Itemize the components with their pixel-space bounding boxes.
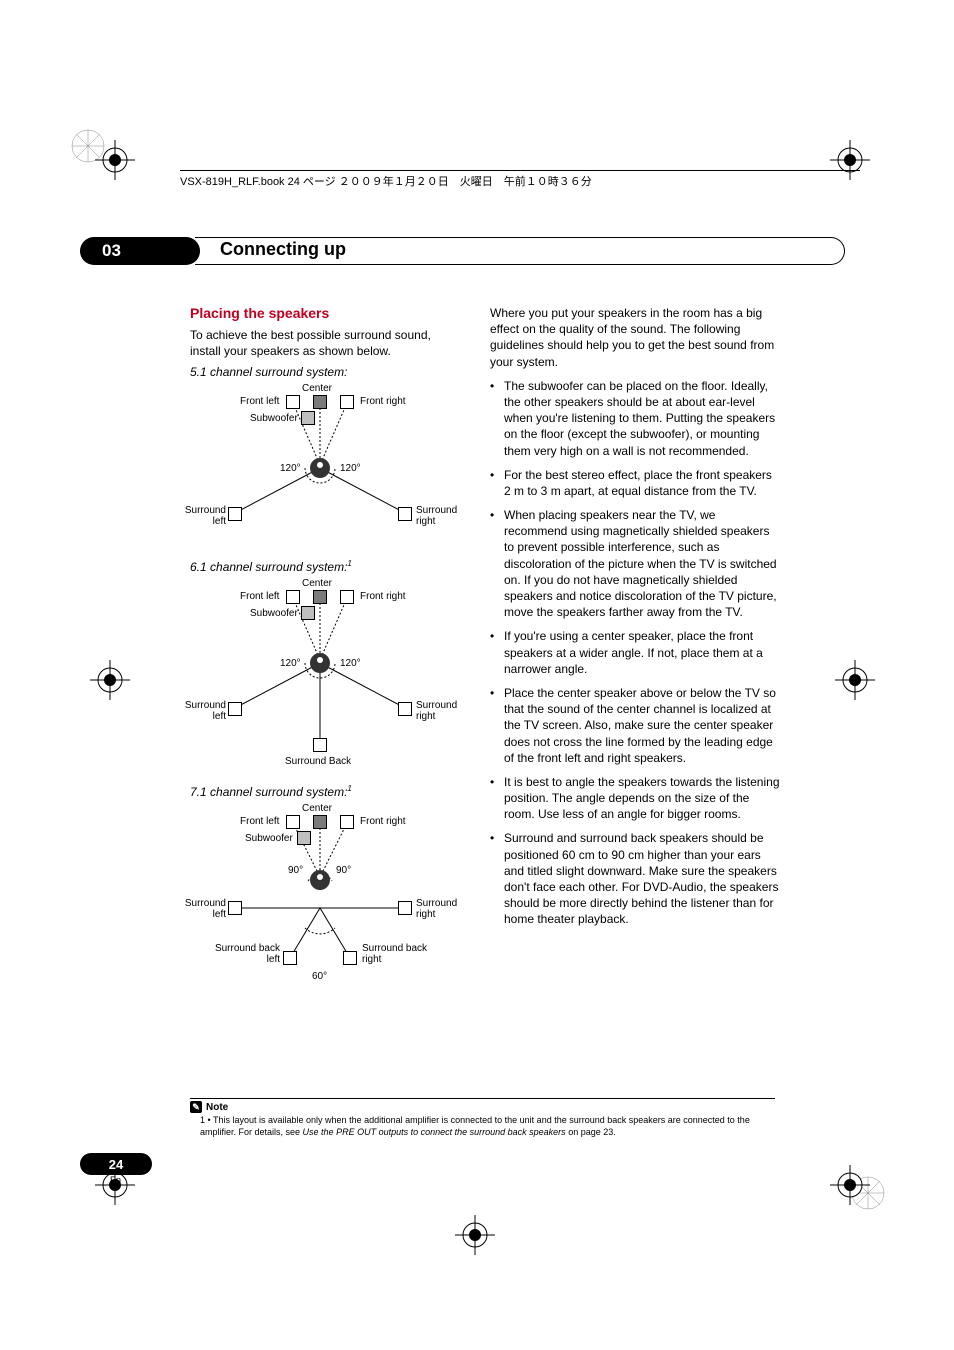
crop-mark [95, 140, 135, 180]
list-item: When placing speakers near the TV, we re… [490, 507, 780, 620]
label-fl: Front left [240, 816, 279, 827]
label-fr: Front right [360, 591, 406, 602]
section-heading: Placing the speakers [190, 305, 460, 321]
system-71-label: 7.1 channel surround system:1 [190, 784, 460, 799]
label-sbr: Surround backright [362, 943, 427, 965]
chapter-bar: 03 Connecting up [80, 237, 770, 265]
label-sl: Surroundleft [182, 898, 226, 920]
page-badge: 24 En [80, 1153, 180, 1183]
speaker-fr [340, 590, 354, 604]
speaker-fr [340, 395, 354, 409]
speaker-sr [398, 507, 412, 521]
speaker-sub [301, 411, 315, 425]
label-120l: 120° [280, 463, 301, 474]
speaker-center [313, 815, 327, 829]
note-label: Note [206, 1102, 228, 1113]
note-text: 1 • This layout is available only when t… [190, 1115, 775, 1138]
list-item: If you're using a center speaker, place … [490, 628, 780, 677]
label-sl: Surroundleft [182, 505, 226, 527]
label-90r: 90° [336, 865, 351, 876]
speaker-sub [301, 606, 315, 620]
speaker-center [313, 395, 327, 409]
label-sub: Subwoofer [250, 608, 298, 619]
right-column: Where you put your speakers in the room … [490, 305, 780, 1003]
system-61-label: 6.1 channel surround system:1 [190, 559, 460, 574]
page-number: 24 [80, 1153, 152, 1175]
label-fr: Front right [360, 396, 406, 407]
note-section: ✎ Note 1 • This layout is available only… [190, 1098, 775, 1138]
crop-mark [455, 1215, 495, 1255]
right-intro: Where you put your speakers in the room … [490, 305, 780, 370]
list-item: Place the center speaker above or below … [490, 685, 780, 766]
list-item: It is best to angle the speakers towards… [490, 774, 780, 823]
speaker-fl [286, 395, 300, 409]
label-sr: Surroundright [416, 898, 457, 920]
label-sub: Subwoofer [250, 413, 298, 424]
note-icon: ✎ [190, 1101, 202, 1113]
section-intro: To achieve the best possible surround so… [190, 327, 460, 359]
diagram-51: Center Front left Front right Subwoofer … [190, 383, 450, 553]
speaker-sbr [343, 951, 357, 965]
label-90l: 90° [288, 865, 303, 876]
crop-mark [90, 660, 130, 700]
label-60: 60° [312, 971, 327, 982]
crop-mark [830, 1165, 870, 1205]
diagram-61: Center Front left Front right Subwoofer … [190, 578, 450, 778]
label-sbl: Surround backleft [204, 943, 280, 965]
listener-icon [309, 652, 331, 674]
label-center: Center [302, 578, 332, 589]
speaker-sl [228, 507, 242, 521]
speaker-center [313, 590, 327, 604]
listener-icon [309, 869, 331, 891]
speaker-fl [286, 815, 300, 829]
page-lang: En [110, 1175, 121, 1185]
listener-icon [309, 457, 331, 479]
guidelines-list: The subwoofer can be placed on the floor… [490, 378, 780, 928]
speaker-sl [228, 702, 242, 716]
system-51-label: 5.1 channel surround system: [190, 365, 460, 379]
chapter-title: Connecting up [220, 239, 346, 260]
list-item: The subwoofer can be placed on the floor… [490, 378, 780, 459]
diagram-71: Center Front left Front right Subwoofer … [190, 803, 450, 1003]
speaker-sl [228, 901, 242, 915]
speaker-sr [398, 702, 412, 716]
label-sub: Subwoofer [245, 833, 293, 844]
label-center: Center [302, 383, 332, 394]
header-filename: VSX-819H_RLF.book 24 ページ ２００９年１月２０日 火曜日 … [180, 170, 860, 189]
speaker-sbl [283, 951, 297, 965]
label-sr: Surroundright [416, 505, 457, 527]
label-sb: Surround Back [285, 756, 351, 767]
label-fl: Front left [240, 396, 279, 407]
label-120l: 120° [280, 658, 301, 669]
label-fl: Front left [240, 591, 279, 602]
label-120r: 120° [340, 463, 361, 474]
label-sl: Surroundleft [182, 700, 226, 722]
label-sr: Surroundright [416, 700, 457, 722]
label-120r: 120° [340, 658, 361, 669]
chapter-number: 03 [80, 237, 200, 265]
speaker-sr [398, 901, 412, 915]
list-item: Surround and surround back speakers shou… [490, 830, 780, 927]
speaker-sub [297, 831, 311, 845]
crop-mark [835, 660, 875, 700]
speaker-fl [286, 590, 300, 604]
speaker-fr [340, 815, 354, 829]
speaker-sb [313, 738, 327, 752]
left-column: Placing the speakers To achieve the best… [190, 305, 460, 1003]
label-center: Center [302, 803, 332, 814]
list-item: For the best stereo effect, place the fr… [490, 467, 780, 499]
label-fr: Front right [360, 816, 406, 827]
